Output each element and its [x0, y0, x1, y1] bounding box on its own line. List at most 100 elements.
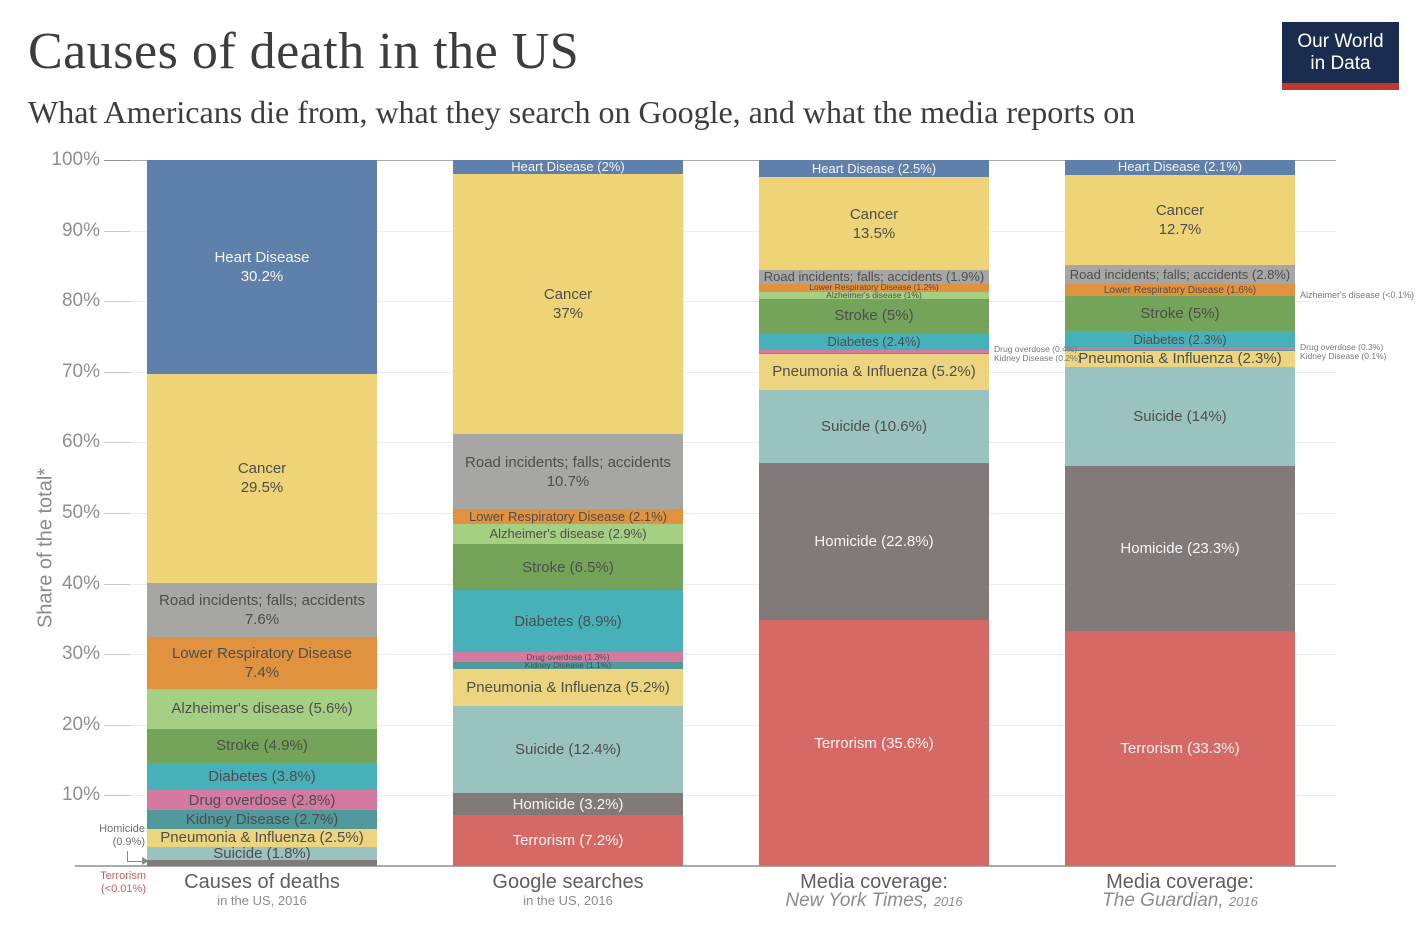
- segment-deaths-diabetes[interactable]: Diabetes (3.8%): [147, 763, 377, 791]
- segment-google-diabetes[interactable]: Diabetes (8.9%): [453, 589, 683, 653]
- segment-deaths-pneumonia[interactable]: Pneumonia & Influenza (2.5%): [147, 829, 377, 847]
- y-tick-label-90: 90%: [61, 219, 100, 241]
- segment-label-guardian-pneumonia: Pneumonia & Influenza (2.3%): [1078, 350, 1282, 368]
- segment-nyt-alzheimers[interactable]: Alzheimer's disease (1%): [759, 290, 989, 299]
- page-title: Causes of death in the US: [28, 23, 580, 80]
- y-tick-70: [104, 371, 130, 373]
- annotation-homicide-name: Homicide: [99, 823, 145, 835]
- segment-label-deaths-heart: Heart Disease 30.2%: [214, 248, 310, 285]
- segment-label-google-road: Road incidents; falls; accidents 10.7%: [465, 453, 671, 490]
- segment-nyt-kidney[interactable]: [759, 352, 989, 354]
- segment-nyt-terrorism[interactable]: Terrorism (35.6%): [759, 620, 989, 866]
- segment-google-homicide[interactable]: Homicide (3.2%): [453, 792, 683, 816]
- segment-google-pneumonia[interactable]: Pneumonia & Influenza (5.2%): [453, 669, 683, 706]
- segment-deaths-kidney[interactable]: Kidney Disease (2.7%): [147, 809, 377, 830]
- owid-logo[interactable]: Our World in Data: [1282, 22, 1399, 90]
- gridline-70: [104, 371, 1336, 373]
- segment-google-kidney[interactable]: Kidney Disease (1.1%): [453, 660, 683, 669]
- segment-label-deaths-diabetes: Diabetes (3.8%): [208, 768, 316, 786]
- segment-label-deaths-suicide: Suicide (1.8%): [213, 844, 311, 862]
- segment-label-nyt-heart: Heart Disease (2.5%): [811, 160, 937, 176]
- segment-deaths-drug[interactable]: Drug overdose (2.8%): [147, 790, 377, 810]
- segment-deaths-homicide[interactable]: [147, 859, 377, 866]
- column-footer-nyt-source: New York Times, 2016: [759, 891, 989, 910]
- segment-deaths-stroke[interactable]: Stroke (4.9%): [147, 728, 377, 764]
- segment-guardian-suicide[interactable]: Suicide (14%): [1065, 366, 1295, 466]
- segment-google-stroke[interactable]: Stroke (6.5%): [453, 544, 683, 590]
- segment-guardian-lrd[interactable]: Lower Respiratory Disease (1.6%): [1065, 284, 1295, 296]
- annotation-nyt-kidney-disease: Kidney Disease (0.2%): [994, 353, 1081, 363]
- annotation-nyt-small-causes: Drug overdose (0.4%) Kidney Disease (0.2…: [994, 345, 1080, 363]
- gridline-20: [104, 724, 1336, 726]
- y-tick-label-60: 60%: [61, 431, 100, 453]
- y-tick-10: [104, 795, 130, 797]
- segment-nyt-heart[interactable]: Heart Disease (2.5%): [759, 160, 989, 178]
- annotation-terrorism-name: Terrorism: [100, 870, 146, 882]
- owid-logo-line1: Our World: [1297, 30, 1384, 52]
- segment-label-google-drug: Drug overdose (1.3%): [526, 651, 610, 662]
- segment-label-nyt-suicide: Suicide (10.6%): [821, 417, 927, 435]
- column-footer-google-title: Google searches: [492, 871, 644, 893]
- segment-google-alzheimers[interactable]: Alzheimer's disease (2.9%): [453, 523, 683, 545]
- segment-deaths-cancer[interactable]: Cancer 29.5%: [147, 373, 377, 583]
- segment-guardian-cancer[interactable]: Cancer 12.7%: [1065, 174, 1295, 265]
- segment-google-heart[interactable]: Heart Disease (2%): [453, 160, 683, 175]
- column-footer-deaths: Causes of deaths in the US, 2016: [147, 871, 377, 908]
- column-footer-deaths-title: Causes of deaths: [184, 871, 340, 893]
- segment-label-deaths-road: Road incidents; falls; accidents 7.6%: [159, 591, 365, 628]
- segment-deaths-alzheimers[interactable]: Alzheimer's disease (5.6%): [147, 688, 377, 729]
- segment-label-google-suicide: Suicide (12.4%): [515, 740, 621, 758]
- column-footer-guardian-title: Media coverage:: [1106, 871, 1254, 893]
- segment-nyt-homicide[interactable]: Homicide (22.8%): [759, 462, 989, 621]
- annotation-homicide-arrowhead-icon: [142, 857, 149, 865]
- segment-nyt-suicide[interactable]: Suicide (10.6%): [759, 389, 989, 463]
- segment-guardian-stroke[interactable]: Stroke (5%): [1065, 296, 1295, 332]
- segment-deaths-heart[interactable]: Heart Disease 30.2%: [147, 160, 377, 374]
- y-tick-40: [104, 583, 130, 585]
- segment-google-lrd[interactable]: Lower Respiratory Disease (2.1%): [453, 509, 683, 524]
- segment-label-guardian-heart: Heart Disease (2.1%): [1117, 159, 1243, 175]
- column-footer-guardian: Media coverage: The Guardian, 2016: [1065, 871, 1295, 910]
- segment-label-nyt-alzheimers: Alzheimer's disease (1%): [826, 289, 922, 300]
- segment-label-nyt-cancer: Cancer 13.5%: [849, 205, 899, 242]
- annotation-nyt-drug-overdose: Drug overdose (0.4%): [994, 344, 1078, 354]
- gridline-30: [104, 654, 1336, 656]
- segment-nyt-cancer[interactable]: Cancer 13.5%: [759, 177, 989, 271]
- segment-guardian-diabetes[interactable]: Diabetes (2.3%): [1065, 331, 1295, 348]
- segment-label-nyt-terrorism: Terrorism (35.6%): [814, 734, 934, 752]
- segment-guardian-road[interactable]: Road incidents; falls; accidents (2.8%): [1065, 264, 1295, 285]
- segment-label-nyt-lrd: Lower Respiratory Disease (1.2%): [809, 282, 939, 293]
- segment-deaths-suicide[interactable]: Suicide (1.8%): [147, 845, 377, 862]
- segment-google-cancer[interactable]: Cancer 37%: [453, 174, 683, 434]
- segment-google-suicide[interactable]: Suicide (12.4%): [453, 705, 683, 793]
- gridline-80: [104, 301, 1336, 303]
- segment-deaths-road[interactable]: Road incidents; falls; accidents 7.6%: [147, 582, 377, 637]
- annotation-homicide-connector: [127, 851, 144, 862]
- owid-logo-line2: in Data: [1310, 52, 1371, 74]
- column-footer-nyt-title: Media coverage:: [800, 871, 948, 893]
- y-tick-label-40: 40%: [61, 572, 100, 594]
- segment-deaths-lrd[interactable]: Lower Respiratory Disease 7.4%: [147, 636, 377, 689]
- segment-nyt-stroke[interactable]: Stroke (5%): [759, 298, 989, 334]
- segment-guardian-homicide[interactable]: Homicide (23.3%): [1065, 465, 1295, 631]
- segment-nyt-road[interactable]: Road incidents; falls; accidents (1.9%): [759, 269, 989, 284]
- segment-nyt-lrd[interactable]: Lower Respiratory Disease (1.2%): [759, 283, 989, 292]
- segment-label-google-heart: Heart Disease (2%): [511, 159, 625, 175]
- segment-label-guardian-lrd: Lower Respiratory Disease (1.6%): [1103, 284, 1257, 296]
- segment-google-road[interactable]: Road incidents; falls; accidents 10.7%: [453, 433, 683, 510]
- segment-nyt-diabetes[interactable]: Diabetes (2.4%): [759, 333, 989, 350]
- gridline-100: [104, 160, 1336, 161]
- segment-nyt-pneumonia[interactable]: Pneumonia & Influenza (5.2%): [759, 353, 989, 390]
- segment-label-google-diabetes: Diabetes (8.9%): [514, 612, 622, 630]
- segment-google-terrorism[interactable]: Terrorism (7.2%): [453, 815, 683, 866]
- segment-guardian-heart[interactable]: Heart Disease (2.1%): [1065, 160, 1295, 175]
- segment-google-drug[interactable]: Drug overdose (1.3%): [453, 652, 683, 662]
- segment-guardian-drug[interactable]: [1065, 347, 1295, 350]
- segment-guardian-kidney[interactable]: [1065, 349, 1295, 351]
- segment-guardian-terrorism[interactable]: Terrorism (33.3%): [1065, 630, 1295, 866]
- segment-label-google-homicide: Homicide (3.2%): [512, 795, 624, 813]
- segment-guardian-pneumonia[interactable]: Pneumonia & Influenza (2.3%): [1065, 350, 1295, 367]
- segment-nyt-drug[interactable]: [759, 349, 989, 353]
- segment-label-nyt-diabetes: Diabetes (2.4%): [827, 333, 921, 349]
